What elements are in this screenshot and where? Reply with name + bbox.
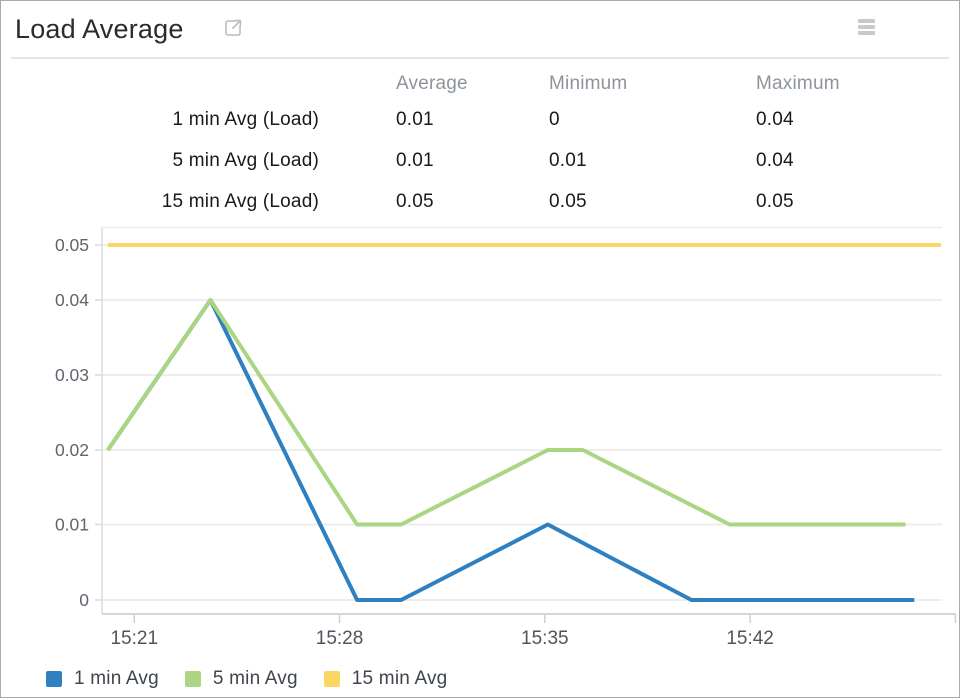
y-axis-label: 0.05 [55, 235, 89, 255]
table-value: 0.01 [396, 150, 434, 171]
load-average-chart[interactable]: 0 0.01 0.02 0.03 0.04 0.05 15:21 15:28 15:35 15:4… [1, 223, 960, 663]
column-header: Minimum [549, 73, 628, 94]
x-axis-label: 15:35 [521, 628, 569, 649]
table-value: 0.01 [549, 150, 587, 171]
legend-label: 5 min Avg [212, 668, 298, 689]
external-link-icon[interactable] [221, 16, 243, 38]
table-value: 0.05 [549, 191, 587, 212]
table-value: 0.05 [396, 191, 434, 212]
row-label: 15 min Avg (Load) [161, 191, 319, 212]
x-axis-label: 15:42 [726, 628, 774, 649]
legend-swatch [323, 671, 340, 687]
table-value: 0.01 [396, 109, 434, 130]
y-axis-label: 0.01 [55, 515, 89, 535]
y-axis-label: 0 [79, 590, 89, 610]
table-value: 0.05 [756, 191, 794, 212]
y-axis-label: 0.02 [55, 440, 89, 460]
widget-title: Load Average [15, 14, 184, 44]
row-label: 5 min Avg (Load) [172, 150, 319, 171]
summary-table: Average Minimum Maximum 1 min Avg (Load) 0.0… [1, 69, 959, 222]
column-header: Maximum [756, 73, 840, 94]
menu-icon[interactable] [858, 19, 875, 37]
x-axis-label: 15:21 [110, 628, 158, 649]
series-line-5-min-avg [106, 298, 906, 527]
y-axis-label: 0.03 [55, 365, 89, 385]
legend-swatch [184, 671, 201, 687]
y-axis-label: 0.04 [55, 290, 89, 310]
chart-legend: 1 min Avg 5 min Avg 15 min Avg [46, 668, 473, 690]
legend-item-1-min-avg[interactable]: 1 min Avg [46, 668, 159, 690]
header-divider [11, 57, 949, 59]
legend-swatch [46, 671, 62, 687]
legend-label: 1 min Avg [74, 668, 159, 689]
legend-label: 15 min Avg [351, 668, 448, 689]
legend-item-5-min-avg[interactable]: 5 min Avg [184, 668, 298, 690]
table-corner [1, 69, 396, 99]
x-axis-label: 15:28 [316, 628, 364, 649]
column-header: Average [396, 73, 468, 94]
legend-item-15-min-avg[interactable]: 15 min Avg [323, 668, 448, 690]
table-value: 0 [549, 109, 560, 130]
table-value: 0.04 [756, 150, 794, 171]
table-value: 0.04 [756, 109, 794, 130]
row-label: 1 min Avg (Load) [172, 109, 319, 130]
